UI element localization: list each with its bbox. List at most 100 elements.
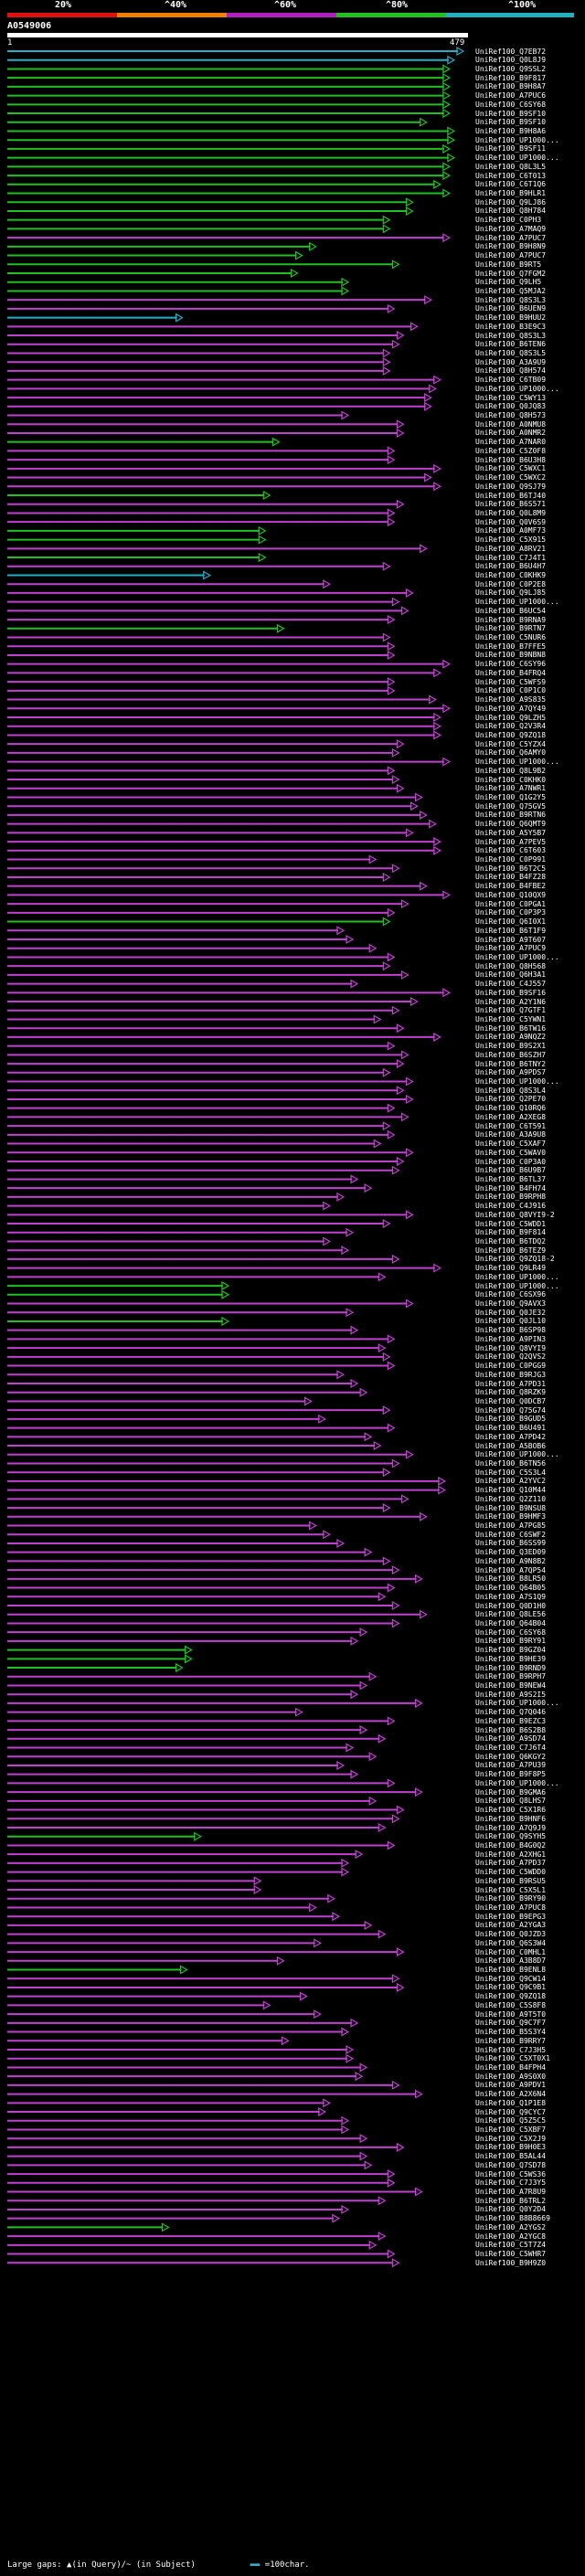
- hit-label[interactable]: UniRef100_B9SF16: [475, 988, 547, 997]
- hit-label[interactable]: UniRef100_Q0JE32: [475, 1308, 547, 1317]
- hit-label[interactable]: UniRef100_A2YVC2: [475, 1477, 547, 1486]
- hit-label[interactable]: UniRef100_Q0JL10: [475, 1317, 547, 1326]
- hit-label[interactable]: UniRef100_B9EZC3: [475, 1716, 547, 1725]
- hit-label[interactable]: UniRef100_B9H8A7: [475, 82, 547, 91]
- hit-label[interactable]: UniRef100_Q2Z110: [475, 1494, 547, 1503]
- hit-label[interactable]: UniRef100_C0P2E8: [475, 579, 547, 588]
- hit-label[interactable]: UniRef100_Q75GV5: [475, 801, 547, 811]
- hit-label[interactable]: UniRef100_Q6S3W4: [475, 1938, 547, 1947]
- hit-label[interactable]: UniRef100_Q8LE56: [475, 1610, 547, 1619]
- hit-label[interactable]: UniRef100_A7QP54: [475, 1565, 547, 1574]
- hit-label[interactable]: UniRef100_A7Q9J9: [475, 1823, 547, 1832]
- hit-label[interactable]: UniRef100_A7PUC6: [475, 91, 547, 101]
- hit-label[interactable]: UniRef100_C0PH3: [475, 216, 542, 225]
- hit-label[interactable]: UniRef100_Q2PE70: [475, 1095, 547, 1104]
- hit-label[interactable]: UniRef100_B9S2X1: [475, 1042, 547, 1051]
- hit-label[interactable]: UniRef100_Q8H784: [475, 207, 547, 216]
- hit-label[interactable]: UniRef100_B8LR50: [475, 1574, 547, 1584]
- hit-label[interactable]: UniRef100_A9T5T0: [475, 2009, 547, 2019]
- hit-label[interactable]: UniRef100_C0KHK9: [475, 570, 547, 579]
- hit-label[interactable]: UniRef100_B4FRQ4: [475, 668, 547, 677]
- hit-label[interactable]: UniRef100_Q2V3R4: [475, 722, 547, 731]
- hit-label[interactable]: UniRef100_UP1000...: [475, 154, 559, 163]
- hit-label[interactable]: UniRef100_A5Y5B7: [475, 828, 547, 837]
- hit-label[interactable]: UniRef100_A7MAQ9: [475, 224, 547, 233]
- hit-label[interactable]: UniRef100_UP1000...: [475, 1778, 559, 1787]
- hit-label[interactable]: UniRef100_B9RY90: [475, 1894, 547, 1903]
- hit-label[interactable]: UniRef100_B6TEZ9: [475, 1246, 547, 1255]
- hit-label[interactable]: UniRef100_B9HNF6: [475, 1814, 547, 1823]
- hit-label[interactable]: UniRef100_C5X2J9: [475, 2134, 547, 2143]
- hit-label[interactable]: UniRef100_Q1G2Y5: [475, 792, 547, 801]
- hit-label[interactable]: UniRef100_A7NWR1: [475, 784, 547, 793]
- hit-label[interactable]: UniRef100_UP1000...: [475, 1450, 559, 1459]
- hit-label[interactable]: UniRef100_A2YGC8: [475, 2231, 547, 2241]
- hit-label[interactable]: UniRef100_B8B8669: [475, 2214, 550, 2223]
- hit-label[interactable]: UniRef100_B6TDQ2: [475, 1236, 547, 1246]
- hit-label[interactable]: UniRef100_B9F817: [475, 73, 547, 82]
- hit-label[interactable]: UniRef100_Q9ZQ18: [475, 730, 547, 739]
- hit-label[interactable]: UniRef100_UP1000...: [475, 952, 559, 961]
- hit-label[interactable]: UniRef100_A7PUC7: [475, 233, 547, 242]
- hit-label[interactable]: UniRef100_Q8S3L3: [475, 295, 547, 304]
- hit-label[interactable]: UniRef100_B6U3H8: [475, 455, 547, 464]
- hit-label[interactable]: UniRef100_C0P3A0: [475, 1157, 547, 1166]
- hit-label[interactable]: UniRef100_Q0JQ83: [475, 402, 547, 411]
- hit-label[interactable]: UniRef100_B6T1F9: [475, 926, 547, 935]
- hit-label[interactable]: UniRef100_B9RPH8: [475, 1193, 547, 1202]
- hit-label[interactable]: UniRef100_B9RRY7: [475, 2036, 547, 2045]
- hit-label[interactable]: UniRef100_Q10RQ6: [475, 1104, 547, 1113]
- hit-label[interactable]: UniRef100_A7PD42: [475, 1432, 547, 1441]
- hit-label[interactable]: UniRef100_Q8VYI9: [475, 1343, 547, 1352]
- hit-label[interactable]: UniRef100_B9NSU8: [475, 1503, 547, 1512]
- hit-label[interactable]: UniRef100_B6UEN9: [475, 304, 547, 313]
- hit-label[interactable]: UniRef100_A9SD74: [475, 1734, 547, 1744]
- hit-label[interactable]: UniRef100_A9S2I5: [475, 1690, 547, 1699]
- hit-label[interactable]: UniRef100_A7NAR0: [475, 438, 547, 447]
- hit-label[interactable]: UniRef100_C6SY68: [475, 100, 547, 109]
- hit-label[interactable]: UniRef100_A7PG85: [475, 1521, 547, 1531]
- hit-label[interactable]: UniRef100_B4FBE2: [475, 882, 547, 891]
- hit-label[interactable]: UniRef100_Q8H574: [475, 366, 547, 376]
- hit-label[interactable]: UniRef100_A7PU39: [475, 1761, 547, 1770]
- hit-label[interactable]: UniRef100_C0KHK0: [475, 775, 547, 784]
- hit-label[interactable]: UniRef100_A2XHG1: [475, 1850, 547, 1859]
- hit-label[interactable]: UniRef100_C6SY68: [475, 1627, 547, 1637]
- hit-label[interactable]: UniRef100_B9GZ04: [475, 1646, 547, 1655]
- hit-label[interactable]: UniRef100_C6T603: [475, 846, 547, 855]
- hit-label[interactable]: UniRef100_Q9LJ86: [475, 197, 547, 207]
- hit-label[interactable]: UniRef100_C0PGG9: [475, 1362, 547, 1371]
- hit-label[interactable]: UniRef100_B9HLR1: [475, 189, 547, 198]
- hit-label[interactable]: UniRef100_Q10QX9: [475, 890, 547, 899]
- hit-label[interactable]: UniRef100_C7J6T4: [475, 1744, 547, 1753]
- hit-label[interactable]: UniRef100_B6TJ40: [475, 491, 547, 500]
- hit-label[interactable]: UniRef100_Q3ED09: [475, 1548, 547, 1557]
- hit-label[interactable]: UniRef100_C6T591: [475, 1121, 547, 1130]
- hit-label[interactable]: UniRef100_UP1000...: [475, 1699, 559, 1708]
- hit-label[interactable]: UniRef100_A7PUC7: [475, 251, 547, 260]
- hit-label[interactable]: UniRef100_B6U4H7: [475, 562, 547, 571]
- hit-label[interactable]: UniRef100_A7PUC9: [475, 944, 547, 953]
- hit-label[interactable]: UniRef100_B4FPH4: [475, 2062, 547, 2072]
- hit-label[interactable]: UniRef100_B6TW16: [475, 1023, 547, 1033]
- hit-label[interactable]: UniRef100_B9GUD5: [475, 1415, 547, 1424]
- hit-label[interactable]: UniRef100_Q10M44: [475, 1486, 547, 1495]
- hit-label[interactable]: UniRef100_B6SS99: [475, 1539, 547, 1548]
- hit-label[interactable]: UniRef100_C5WDD1: [475, 1219, 547, 1228]
- hit-label[interactable]: UniRef100_A5BOB6: [475, 1441, 547, 1450]
- hit-label[interactable]: UniRef100_Q0JZD3: [475, 1930, 547, 1939]
- hit-label[interactable]: UniRef100_B9H8N9: [475, 242, 547, 251]
- hit-label[interactable]: UniRef100_A9PIN3: [475, 1334, 547, 1343]
- hit-label[interactable]: UniRef100_B9HMF3: [475, 1512, 547, 1521]
- hit-label[interactable]: UniRef100_B6U9B7: [475, 1166, 547, 1175]
- hit-label[interactable]: UniRef100_B7FFE5: [475, 641, 547, 651]
- hit-label[interactable]: UniRef100_B6SZH7: [475, 1050, 547, 1059]
- hit-label[interactable]: UniRef100_B9SF10: [475, 118, 547, 127]
- hit-label[interactable]: UniRef100_A2Y1N6: [475, 997, 547, 1006]
- hit-label[interactable]: UniRef100_Q8H568: [475, 961, 547, 970]
- hit-label[interactable]: UniRef100_B6S571: [475, 500, 547, 509]
- hit-label[interactable]: UniRef100_C7J3H5: [475, 2045, 547, 2054]
- hit-label[interactable]: UniRef100_C7J3Y5: [475, 2178, 547, 2188]
- hit-label[interactable]: UniRef100_C5XBF7: [475, 2125, 547, 2134]
- hit-label[interactable]: UniRef100_Q9LZH5: [475, 713, 547, 722]
